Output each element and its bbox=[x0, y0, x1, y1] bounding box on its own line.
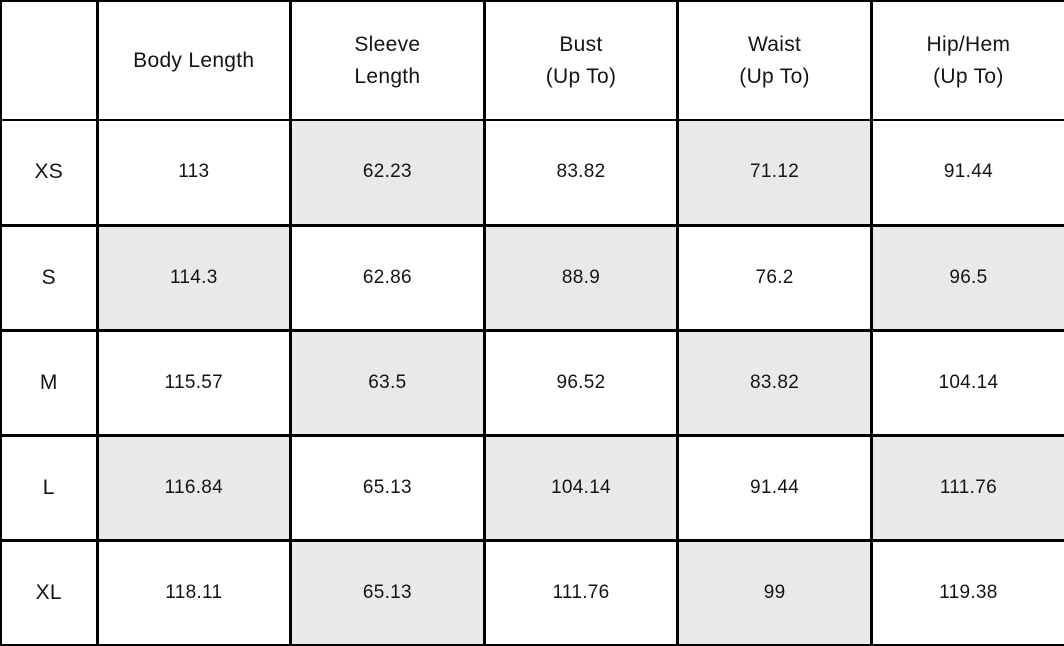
measurement-cell: 96.52 bbox=[482, 328, 680, 437]
measurement-cell: 118.11 bbox=[95, 538, 293, 646]
measurement-cell: 88.9 bbox=[482, 223, 680, 332]
measurement-cell: 65.13 bbox=[289, 538, 486, 646]
measurement-cell: 113 bbox=[95, 119, 293, 227]
measurement-cell: 104.14 bbox=[869, 328, 1064, 437]
measurement-cell: 111.76 bbox=[482, 538, 680, 646]
measurement-cell: 91.44 bbox=[676, 433, 873, 542]
header-row: Body Length Sleeve Length Bust (Up To) W… bbox=[0, 0, 1064, 121]
table-row: XS 113 62.23 83.82 71.12 91.44 bbox=[0, 119, 1064, 227]
measurement-cell: 76.2 bbox=[676, 223, 873, 332]
measurement-cell: 83.82 bbox=[482, 119, 680, 227]
measurement-cell: 114.3 bbox=[95, 223, 293, 332]
measurement-cell: 99 bbox=[676, 538, 873, 646]
table-row: M 115.57 63.5 96.52 83.82 104.14 bbox=[0, 328, 1064, 437]
measurement-cell: 96.5 bbox=[869, 223, 1064, 332]
measurement-cell: 119.38 bbox=[869, 538, 1064, 646]
table-row: XL 118.11 65.13 111.76 99 119.38 bbox=[0, 538, 1064, 646]
measurement-cell: 115.57 bbox=[95, 328, 293, 437]
measurement-cell: 83.82 bbox=[676, 328, 873, 437]
column-header-body-length: Body Length bbox=[95, 0, 293, 121]
size-label: XL bbox=[0, 538, 99, 646]
size-label: M bbox=[0, 328, 99, 437]
measurement-cell: 65.13 bbox=[289, 433, 486, 542]
column-header-sleeve-length: Sleeve Length bbox=[289, 0, 486, 121]
size-label: L bbox=[0, 433, 99, 542]
measurement-cell: 111.76 bbox=[869, 433, 1064, 542]
column-header-blank bbox=[0, 0, 99, 121]
measurement-cell: 104.14 bbox=[482, 433, 680, 542]
column-header-waist: Waist (Up To) bbox=[676, 0, 873, 121]
measurement-cell: 62.23 bbox=[289, 119, 486, 227]
size-label: S bbox=[0, 223, 99, 332]
column-header-hip-hem: Hip/Hem (Up To) bbox=[869, 0, 1064, 121]
table-row: S 114.3 62.86 88.9 76.2 96.5 bbox=[0, 223, 1064, 332]
measurement-cell: 71.12 bbox=[676, 119, 873, 227]
measurement-cell: 63.5 bbox=[289, 328, 486, 437]
size-label: XS bbox=[0, 119, 99, 227]
measurement-cell: 91.44 bbox=[869, 119, 1064, 227]
column-header-bust: Bust (Up To) bbox=[482, 0, 680, 121]
table-body: XS 113 62.23 83.82 71.12 91.44 S 114.3 62.86 88.9… bbox=[0, 119, 1064, 646]
table-header: Body Length Sleeve Length Bust (Up To) W… bbox=[0, 0, 1064, 121]
table-row: L 116.84 65.13 104.14 91.44 111.76 bbox=[0, 433, 1064, 542]
measurement-cell: 116.84 bbox=[95, 433, 293, 542]
measurement-cell: 62.86 bbox=[289, 223, 486, 332]
